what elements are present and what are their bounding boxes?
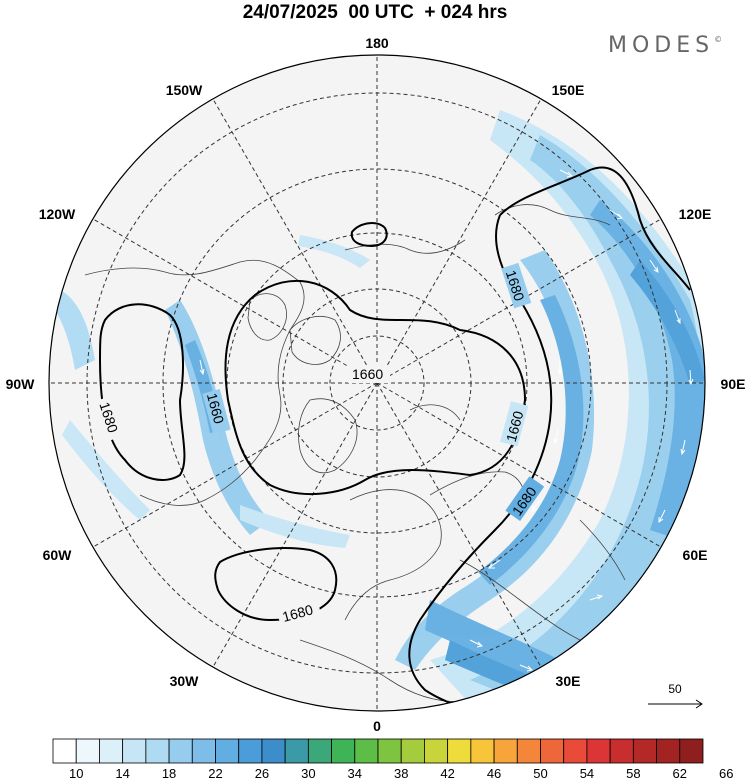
brand-mark: © xyxy=(714,35,723,44)
lon-label-90e: 90E xyxy=(721,376,746,392)
lon-label-150w: 150W xyxy=(166,82,203,98)
wind-vectors xyxy=(199,169,694,672)
colorbar-tick-label: 66 xyxy=(719,766,733,781)
colorbar-swatch xyxy=(493,738,518,764)
map-outline xyxy=(48,54,706,712)
colorbar-tick-label: 30 xyxy=(301,766,315,781)
colorbar-swatch xyxy=(99,738,124,764)
contour-label: 1660 xyxy=(352,366,383,382)
colorbar-tick-label: 26 xyxy=(255,766,269,781)
colorbar-tick-label: 34 xyxy=(348,766,362,781)
colorbar-swatch xyxy=(168,738,193,764)
colorbar-swatch xyxy=(122,738,147,764)
colorbar-swatch xyxy=(563,738,588,764)
colorbar-tick-label: 14 xyxy=(115,766,129,781)
lon-label-180: 180 xyxy=(365,35,389,51)
wind-reference-label: 50 xyxy=(668,682,682,696)
map-title: 24/07/2025 00 UTC + 024 hrs xyxy=(242,2,508,23)
colorbar-swatch xyxy=(679,738,704,764)
colorbar-swatch xyxy=(145,738,170,764)
colorbar-tick-label: 46 xyxy=(487,766,501,781)
colorbar-swatch xyxy=(586,738,611,764)
lon-label-60w: 60W xyxy=(43,547,73,563)
colorbar-tick-label: 22 xyxy=(208,766,222,781)
lon-label-60e: 60E xyxy=(683,547,708,563)
colorbar-swatch xyxy=(447,738,472,764)
lon-label-30e: 30E xyxy=(556,673,581,689)
lon-label-120e: 120E xyxy=(679,206,712,222)
wind-reference-arrowhead xyxy=(695,699,703,709)
colorbar-swatch xyxy=(377,738,402,764)
colorbar xyxy=(52,738,704,764)
colorbar-swatch xyxy=(400,738,425,764)
colorbar-swatch xyxy=(284,738,309,764)
lon-label-90w: 90W xyxy=(6,376,36,392)
colorbar-swatch xyxy=(540,738,565,764)
colorbar-swatch xyxy=(215,738,240,764)
colorbar-tick-label: 58 xyxy=(626,766,640,781)
lon-label-30w: 30W xyxy=(170,673,200,689)
lon-label-120w: 120W xyxy=(39,206,76,222)
colorbar-swatch xyxy=(75,738,100,764)
colorbar-swatch xyxy=(470,738,495,764)
brand-logo: MODES© xyxy=(608,33,722,58)
colorbar-swatch xyxy=(191,738,216,764)
colorbar-ticks: 10141822263034384246505458626670 xyxy=(69,766,733,781)
colorbar-swatch xyxy=(52,738,77,764)
colorbar-swatch xyxy=(656,738,681,764)
colorbar-tick-label: 10 xyxy=(69,766,83,781)
colorbar-swatch xyxy=(424,738,449,764)
wind-reference: 50 xyxy=(648,682,703,709)
contour-label: 1660 xyxy=(503,409,527,443)
colorbar-swatch xyxy=(516,738,541,764)
longitude-grid xyxy=(49,55,705,711)
colorbar-swatch xyxy=(609,738,634,764)
contour-label: 1660 xyxy=(204,391,228,425)
colorbar-tick-label: 18 xyxy=(162,766,176,781)
colorbar-swatch xyxy=(354,738,379,764)
brand-text: MODES xyxy=(608,33,715,58)
longitude-labels: 180 150W 150E 120W 120E 90W 90E 60W 60E … xyxy=(6,35,746,734)
lon-label-0: 0 xyxy=(373,718,381,734)
colorbar-swatch xyxy=(261,738,286,764)
colorbar-tick-label: 62 xyxy=(673,766,687,781)
colorbar-swatch xyxy=(238,738,263,764)
contour-label: 1680 xyxy=(280,601,314,625)
colorbar-swatch xyxy=(632,738,657,764)
lon-label-150e: 150E xyxy=(552,82,585,98)
colorbar-swatch xyxy=(331,738,356,764)
colorbar-tick-label: 38 xyxy=(394,766,408,781)
colorbar-tick-label: 50 xyxy=(533,766,547,781)
colorbar-tick-label: 42 xyxy=(440,766,454,781)
colorbar-tick-label: 54 xyxy=(580,766,594,781)
colorbar-swatch xyxy=(307,738,332,764)
